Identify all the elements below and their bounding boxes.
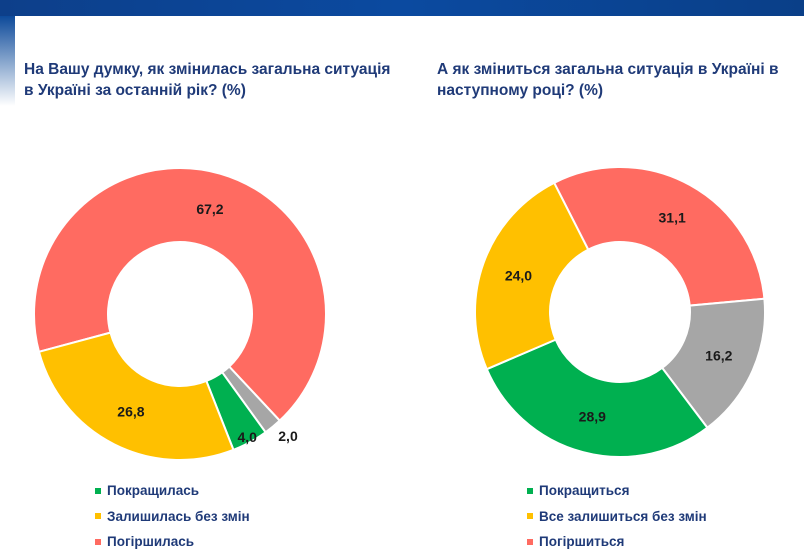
- legend-label: Покращилась: [107, 483, 200, 499]
- legend-swatch: [95, 513, 101, 520]
- legend-item: Погіршилась: [95, 529, 250, 555]
- legend-label: Погіршилась: [107, 534, 195, 550]
- donut-slice-same: [37, 331, 235, 461]
- legend-item: Покращиться: [527, 478, 707, 504]
- legend-swatch: [527, 538, 533, 545]
- header-bar: [0, 0, 804, 16]
- donut-slice-worse: [552, 166, 766, 307]
- legend-item: Покращилась: [95, 478, 250, 504]
- data-label: 4,0: [237, 429, 257, 445]
- legend-label: Залишилась без змін: [107, 508, 250, 524]
- donut-slice-improved: [485, 338, 709, 458]
- data-label: 16,2: [705, 348, 732, 364]
- donut-slice-worse: [33, 167, 327, 423]
- legend-swatch: [527, 487, 533, 494]
- legend-item: Все залишиться без змін: [527, 504, 707, 530]
- donut-slice-same: [474, 181, 590, 371]
- chart-title-left: На Вашу думку, як змінилась загальна сит…: [24, 61, 391, 99]
- data-label: 28,9: [579, 408, 606, 424]
- data-label: 26,8: [117, 403, 144, 419]
- legend-right: Покращиться Все залишиться без змін Погірш…: [527, 478, 707, 555]
- data-label: 67,2: [196, 201, 223, 217]
- legend-swatch: [95, 487, 101, 494]
- legend-label: Все залишиться без змін: [539, 508, 707, 524]
- data-label: 24,0: [505, 267, 532, 283]
- chart-title-right: А як зміниться загальна ситуація в Украї…: [437, 61, 779, 99]
- legend-swatch: [95, 538, 101, 545]
- legend-item: Погіршиться: [527, 529, 707, 555]
- legend-left: Покращилась Залишилась без змін Погіршилас…: [95, 478, 250, 555]
- legend-label: Погіршиться: [539, 534, 625, 550]
- data-label: 31,1: [659, 209, 686, 225]
- legend-item: Залишилась без змін: [95, 504, 250, 530]
- legend-label: Покращиться: [539, 483, 630, 499]
- side-accent: [0, 16, 15, 106]
- legend-swatch: [527, 513, 533, 520]
- data-label: 2,0: [278, 428, 298, 444]
